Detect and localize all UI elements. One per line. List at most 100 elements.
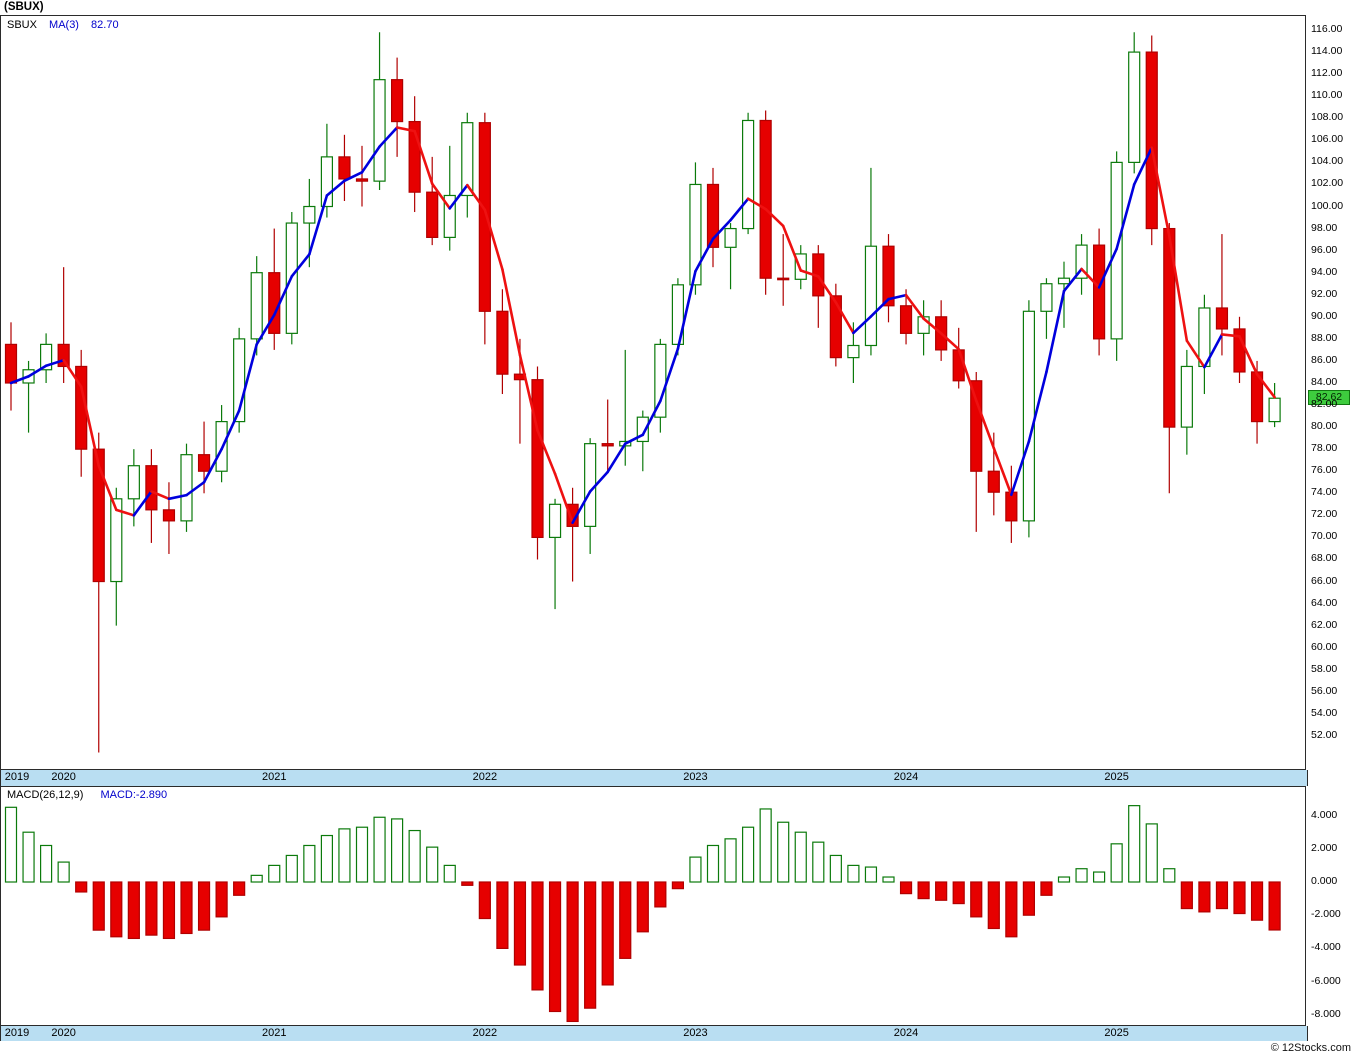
candlestick-plot [4,32,1281,753]
candle-body [145,465,158,511]
macd-bar [724,838,737,883]
macd-bar [443,864,456,883]
macd-bar [1215,881,1229,910]
macd-bar [92,881,105,931]
macd-bar [987,881,1000,930]
candle-body [987,470,1000,493]
year-label: 2024 [893,771,919,783]
macd-bar [75,881,88,893]
macd-bar [829,854,842,883]
ma-label: MA(3) [49,19,79,31]
ma3-line-segment [185,480,206,497]
price-axis-label: 52.00 [1311,728,1338,741]
macd-bar [1075,868,1088,883]
macd-bar [671,881,685,890]
candle-body [391,79,404,123]
macd-bar [952,881,965,905]
price-axis-label: 88.00 [1311,331,1338,344]
ma3-line-segment [571,490,592,525]
ma3-line-segment [518,353,539,432]
last-price-badge: 82.62 [1308,390,1350,406]
ma3-line-segment [694,237,715,273]
price-axis-label: 112.00 [1311,67,1343,80]
macd-histogram-plot [4,805,1281,1023]
candle-body [1022,310,1036,522]
candle-body [864,245,878,347]
price-axis-label: 98.00 [1311,221,1338,234]
candle-body [1145,51,1158,230]
macd-bar [1250,881,1264,921]
ma3-line-segment [501,268,522,357]
macd-bar [531,881,544,991]
candle-body [759,119,772,279]
year-label: 2025 [1104,771,1129,783]
price-axis-label: 90.00 [1311,309,1338,322]
ma3-line-segment [9,375,30,385]
macd-bar [513,881,527,966]
macd-bar [303,844,316,883]
ma3-line-segment [413,129,434,186]
macd-axis-label: 0.000 [1311,875,1338,887]
candle-body [57,343,70,368]
macd-axis-label: -6.000 [1311,974,1341,987]
price-axis-label: 114.00 [1311,45,1343,58]
candle-body [443,194,456,238]
macd-bar [4,806,18,883]
macd-bar [373,816,386,883]
ma3-line-segment [150,490,171,501]
ma3-line-segment [904,293,925,320]
macd-bar [22,831,35,883]
price-axis-label: 64.00 [1311,596,1338,609]
candle-body [636,416,649,443]
ma3-line-segment [1027,370,1048,443]
ma3-line-segment [711,218,732,241]
price-axis-label: 74.00 [1311,486,1338,499]
macd-bar [180,881,193,935]
macd-bar [847,864,860,883]
candle-body [1215,307,1229,330]
year-label: 2024 [893,1027,919,1039]
macd-value-label: MACD:-2.890 [100,789,168,801]
ma3-line-segment [729,197,750,222]
price-axis-label: 104.00 [1311,155,1344,168]
price-legend: SBUX MA(3) 82.70 [7,19,119,31]
macd-bar [268,864,281,883]
ma3-line-segment [1255,372,1276,399]
year-label: 2020 [51,1027,76,1039]
ma3-line-segment [852,315,873,335]
macd-bar [478,881,491,920]
ma3-line-segment [834,301,855,335]
candle-body [461,122,474,197]
ma3-line-segment [1062,267,1083,293]
candle-body [847,344,860,359]
year-label: 2019 [4,1027,30,1039]
timeline-strip-top: 2019 2020 2021 2022 2023 2024 2025 [0,770,1308,786]
macd-axis-label: -2.000 [1311,908,1341,921]
ma3-line-segment [132,490,153,517]
candle-body [162,509,176,522]
macd-bar [57,861,70,883]
year-label: 2023 [683,1027,708,1039]
macd-bar [1128,805,1141,883]
ma3-line-segment [887,293,908,301]
macd-bar [882,876,895,883]
macd-indicator-label: MACD(26,12,9) [7,789,84,801]
candle-body [970,380,983,472]
price-axis-label: 92.00 [1311,287,1338,300]
macd-bar [619,881,632,959]
ma3-line-segment [290,253,311,278]
price-axis-label: 110.00 [1311,89,1343,102]
ma3-line-segment [939,332,961,351]
macd-bar [777,821,790,883]
macd-bar [391,818,404,883]
ma3-line-segment [79,385,101,468]
year-label: 2019 [4,771,30,783]
ma3-line-segment [220,409,241,451]
macd-bar [741,826,755,883]
candle-body [1128,51,1141,163]
candle-body [1005,491,1018,522]
ma3-line-segment [343,171,364,183]
candle-body [794,253,807,280]
price-axis-label: 100.00 [1311,199,1344,212]
ma3-line-segment [1220,333,1241,338]
